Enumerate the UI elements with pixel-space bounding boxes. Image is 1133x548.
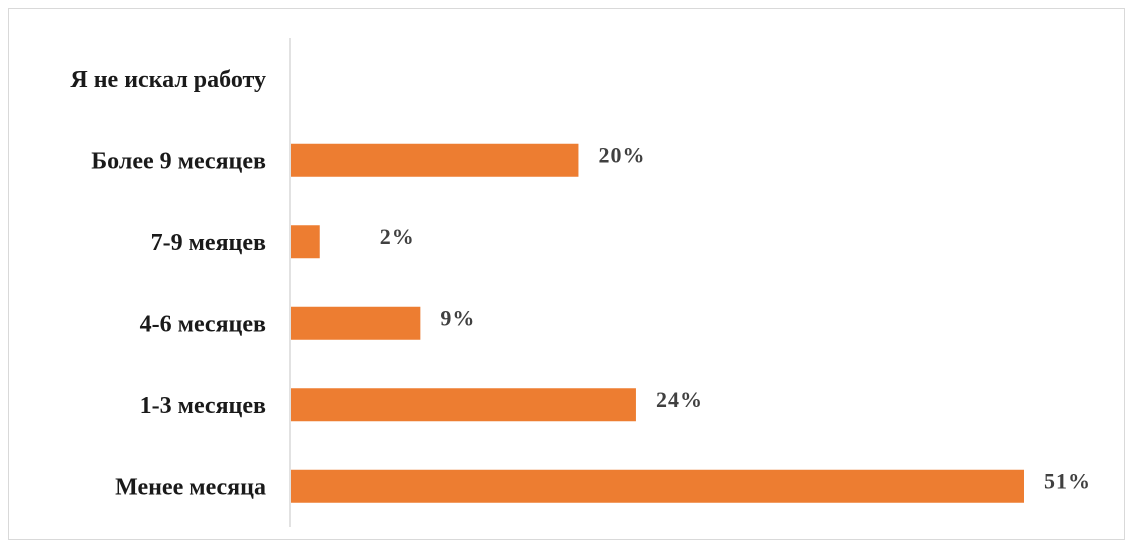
category-label: Менее месяца	[115, 474, 266, 500]
value-labels: 20% 2% 9% 24% 51%	[380, 142, 1091, 493]
bars	[291, 143, 1024, 503]
category-label: 4-6 месяцев	[140, 311, 266, 337]
bar	[291, 388, 636, 422]
bar	[291, 143, 579, 177]
bar	[291, 306, 421, 340]
bar	[291, 469, 1024, 503]
category-label: 7-9 меяцев	[151, 230, 266, 256]
category-label: Я не искал работу	[70, 67, 266, 93]
bar	[291, 225, 320, 259]
category-label: Более 9 месяцев	[91, 148, 266, 174]
category-label: 1-3 месяцев	[140, 393, 266, 419]
value-label: 20%	[598, 142, 645, 167]
chart-frame	[8, 8, 1125, 540]
value-label: 51%	[1044, 468, 1091, 493]
value-label: 24%	[656, 387, 703, 412]
category-labels: Я не искал работу Более 9 месяцев 7-9 меяц…	[70, 67, 266, 501]
value-label: 9%	[440, 305, 475, 330]
value-label: 2%	[380, 224, 415, 249]
